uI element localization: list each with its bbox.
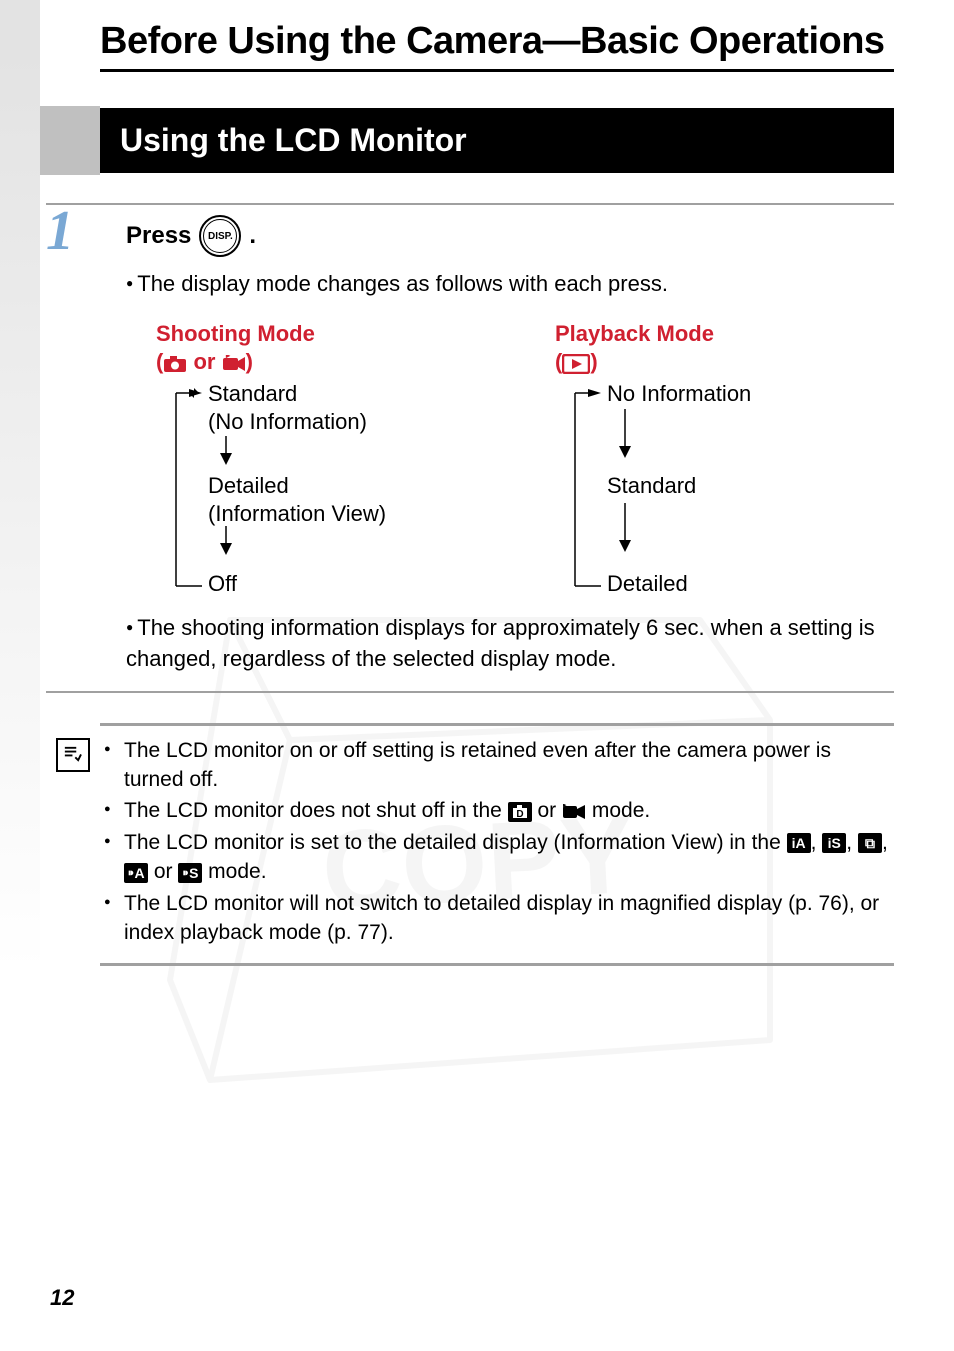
play-icon bbox=[562, 354, 590, 374]
n3-a: The LCD monitor is set to the detailed d… bbox=[124, 831, 787, 854]
playback-sub-prefix: ( bbox=[555, 349, 562, 374]
page-content: Before Using the Camera—Basic Operations… bbox=[0, 0, 954, 966]
n3-sep2: , bbox=[846, 831, 858, 854]
shooting-mode-title: Shooting Mode ( or ▸) bbox=[156, 320, 495, 377]
shooting-mode-flow: Shooting Mode ( or ▸) bbox=[156, 320, 495, 601]
n3-b: or bbox=[148, 860, 178, 883]
step-instruction: Press DISP. . bbox=[126, 215, 894, 257]
notes-list: The LCD monitor on or off setting is ret… bbox=[104, 736, 894, 950]
svg-text:Off: Off bbox=[208, 571, 238, 596]
bullet-1: The display mode changes as follows with… bbox=[126, 269, 894, 300]
camera-icon bbox=[163, 355, 187, 373]
n3-sep1: , bbox=[811, 831, 823, 854]
movie-icon: ▸ bbox=[222, 355, 246, 373]
svg-text:Standard: Standard bbox=[607, 473, 696, 498]
playback-title-text: Playback Mode bbox=[555, 321, 714, 346]
svg-text:D: D bbox=[516, 809, 523, 819]
svg-text:Detailed: Detailed bbox=[607, 571, 688, 596]
n2-c: mode. bbox=[586, 799, 650, 822]
step-1-block: 1 Press DISP. . The display mode changes… bbox=[46, 203, 894, 693]
step-body: Press DISP. . The display mode changes a… bbox=[126, 215, 894, 675]
bullet-2: The shooting information displays for ap… bbox=[126, 613, 894, 675]
chapter-header: Before Using the Camera—Basic Operations bbox=[100, 20, 894, 72]
note-item-4: The LCD monitor will not switch to detai… bbox=[104, 889, 894, 948]
n3-c: mode. bbox=[202, 860, 266, 883]
shooting-flow-diagram: Standard (No Information) Detailed (Info… bbox=[156, 381, 436, 601]
note-item-2: The LCD monitor does not shut off in the… bbox=[104, 796, 894, 825]
mode-icon-ia: iA bbox=[787, 833, 811, 853]
svg-text:(Information View): (Information View) bbox=[208, 501, 386, 526]
section-title: Using the LCD Monitor bbox=[100, 108, 894, 173]
page-number: 12 bbox=[50, 1285, 74, 1311]
playback-flow-diagram: No Information Standard Detailed bbox=[555, 381, 835, 601]
note-item-3: The LCD monitor is set to the detailed d… bbox=[104, 828, 894, 887]
mode-icon-is: iS bbox=[822, 833, 846, 853]
chapter-title: Before Using the Camera—Basic Operations bbox=[100, 20, 885, 63]
mode-icon-movie-s: ⁍S bbox=[178, 863, 202, 883]
flow-diagrams: Shooting Mode ( or ▸) bbox=[156, 320, 894, 601]
shooting-sub-suffix: ) bbox=[246, 349, 253, 374]
playback-mode-title: Playback Mode () bbox=[555, 320, 894, 377]
instruction-suffix: . bbox=[249, 222, 256, 250]
shooting-title-text: Shooting Mode bbox=[156, 321, 315, 346]
svg-text:(No Information): (No Information) bbox=[208, 409, 367, 434]
svg-text:▸: ▸ bbox=[563, 804, 567, 809]
mode-icon-movie-a: ⁍A bbox=[124, 863, 148, 883]
step-number: 1 bbox=[46, 199, 74, 263]
disp-button-label: DISP. bbox=[208, 231, 233, 242]
d-mode-icon: D bbox=[508, 802, 532, 822]
mode-icon-stitch: ⧉ bbox=[858, 833, 882, 853]
svg-text:Standard: Standard bbox=[208, 381, 297, 406]
movie-mode-icon: ▸ bbox=[562, 804, 586, 820]
n2-b: or bbox=[532, 799, 562, 822]
instruction-prefix: Press bbox=[126, 222, 191, 250]
notes-block: The LCD monitor on or off setting is ret… bbox=[100, 723, 894, 967]
svg-text:Detailed: Detailed bbox=[208, 473, 289, 498]
n3-sep3: , bbox=[882, 831, 888, 854]
shooting-sub-prefix: ( bbox=[156, 349, 163, 374]
playback-sub-suffix: ) bbox=[590, 349, 597, 374]
note-icon bbox=[56, 738, 90, 772]
svg-text:No Information: No Information bbox=[607, 381, 751, 406]
n2-a: The LCD monitor does not shut off in the bbox=[124, 799, 508, 822]
disp-button-icon: DISP. bbox=[199, 215, 241, 257]
playback-mode-flow: Playback Mode () No Information Standa bbox=[555, 320, 894, 601]
shooting-sub-mid: or bbox=[187, 349, 221, 374]
note-item-1: The LCD monitor on or off setting is ret… bbox=[104, 736, 894, 795]
